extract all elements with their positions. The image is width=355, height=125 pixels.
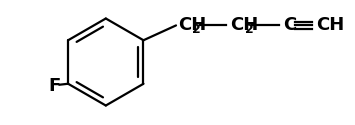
Text: CH: CH [230, 16, 259, 34]
Text: C: C [283, 16, 296, 34]
Text: CH: CH [178, 16, 206, 34]
Text: CH: CH [316, 16, 345, 34]
Text: 2: 2 [245, 23, 253, 36]
Text: F: F [48, 77, 60, 95]
Text: 2: 2 [192, 23, 201, 36]
